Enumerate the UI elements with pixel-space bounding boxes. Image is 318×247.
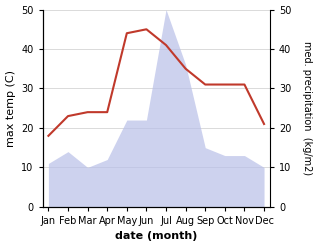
Y-axis label: max temp (C): max temp (C) <box>5 70 16 147</box>
X-axis label: date (month): date (month) <box>115 231 197 242</box>
Y-axis label: med. precipitation  (kg/m2): med. precipitation (kg/m2) <box>302 41 313 175</box>
